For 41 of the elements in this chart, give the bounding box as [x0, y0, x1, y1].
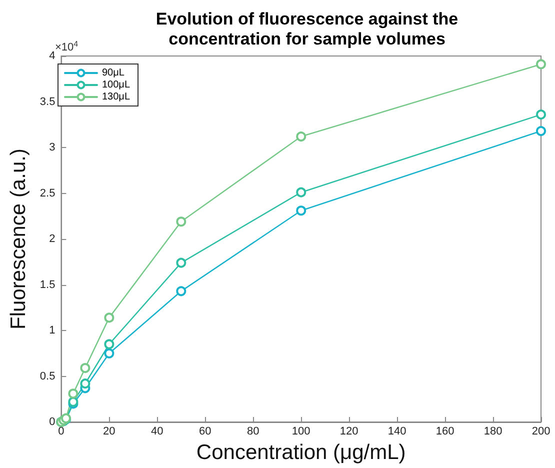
x-tick-label: 60	[199, 426, 212, 438]
x-tick-label: 20	[103, 426, 116, 438]
point	[104, 312, 114, 323]
legend-label: 100μL	[102, 80, 130, 90]
x-axis-title: Concentration (μg/mL)	[196, 441, 406, 464]
x-tick-label: 180	[484, 426, 502, 438]
y-tick-label: 2	[49, 233, 56, 245]
y-tick-label: 0.5	[40, 370, 56, 382]
y-tick-label: 4	[49, 50, 56, 62]
x-tick-label: 140	[388, 426, 406, 438]
x-tick-label: 80	[246, 426, 260, 438]
x-tick-label: 0	[58, 426, 64, 438]
point	[104, 339, 114, 350]
x-tick-label: 120	[340, 426, 358, 438]
point	[296, 206, 306, 216]
y-tick-label: 0	[49, 416, 56, 428]
point	[176, 216, 186, 227]
y-tick-label: 1.5	[40, 278, 56, 291]
point	[176, 286, 186, 296]
x-tick-label: 160	[436, 426, 454, 438]
x-tick-label: 200	[532, 426, 550, 438]
point	[104, 348, 114, 358]
y-axis-title: Fluorescence (a.u.)	[7, 148, 30, 330]
point	[536, 126, 546, 136]
legend-label: 130μL	[102, 92, 130, 102]
point	[536, 110, 546, 120]
point	[176, 258, 186, 268]
point	[296, 187, 306, 198]
chart-title: Evolution of fluorescence against the concentration for sample volumes	[156, 10, 458, 48]
legend-label: 90μL	[102, 68, 125, 78]
y-tick-label: 3	[49, 142, 56, 154]
point	[80, 378, 90, 389]
point	[68, 388, 78, 399]
y-tick-label: 3.5	[40, 96, 56, 108]
y-tick-label: 2.5	[40, 187, 56, 200]
y-tick-label: 1	[49, 324, 56, 336]
x-tick-label: 40	[151, 426, 164, 438]
point	[296, 132, 306, 142]
point	[80, 363, 90, 374]
x-tick-label: 100	[292, 426, 310, 438]
point	[536, 59, 546, 70]
